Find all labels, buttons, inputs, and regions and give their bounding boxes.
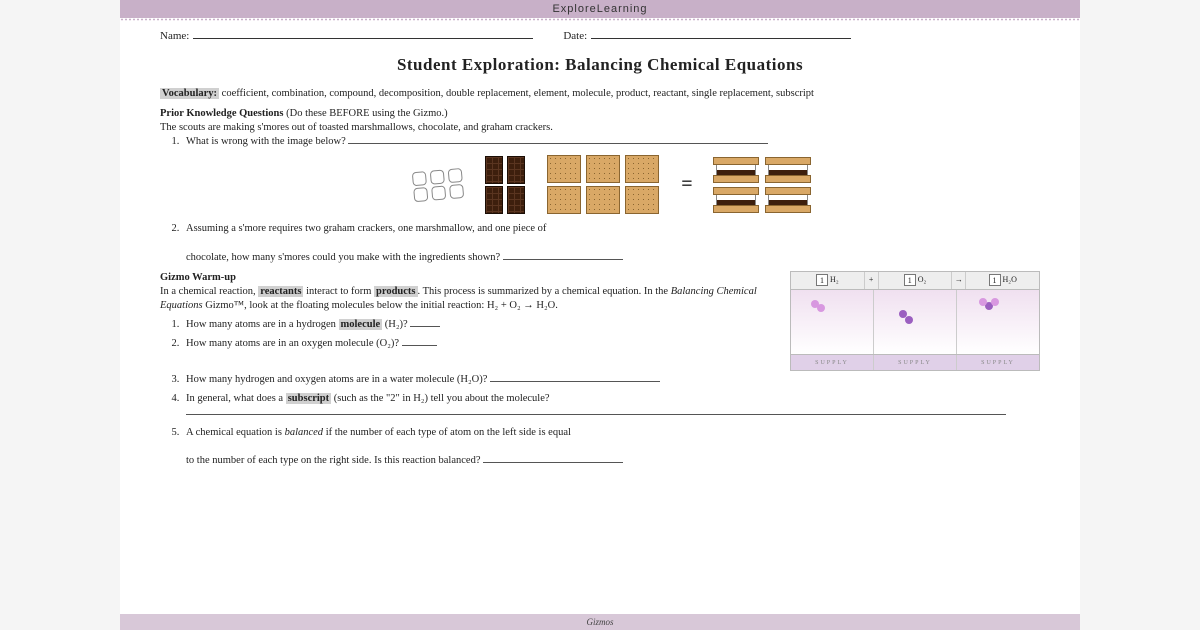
warmup-text: Gizmo Warm-up In a chemical reaction, re… <box>160 271 776 356</box>
content-area: Name: Date: Student Exploration: Balanci… <box>120 21 1080 468</box>
coefficient-input[interactable]: 1 <box>904 274 916 286</box>
gizmo-h2-cell: 1 H₂ <box>791 272 865 289</box>
subscript-term: subscript <box>286 393 331 404</box>
molecule-term: molecule <box>339 319 383 330</box>
warmup-questions: How many atoms are in a hydrogen molecul… <box>160 318 776 351</box>
cracker-icon <box>547 155 581 183</box>
marshmallow-icon <box>431 185 446 200</box>
smore-icon <box>765 157 811 183</box>
cracker-icon <box>586 186 620 214</box>
warmup-heading: Gizmo Warm-up <box>160 271 776 285</box>
smore-icon <box>713 187 759 213</box>
prior-intro: The scouts are making s'mores out of toa… <box>160 122 553 133</box>
o2-jar <box>874 290 957 354</box>
cracker-icon <box>547 186 581 214</box>
prior-q1-text: What is wrong with the image below? <box>186 136 346 147</box>
gizmo-o2-cell: 1 O₂ <box>879 272 953 289</box>
atom-icon <box>979 298 987 306</box>
cracker-icon <box>586 155 620 183</box>
vocab-terms: coefficient, combination, compound, deco… <box>222 88 814 99</box>
prior-knowledge-section: Prior Knowledge Questions (Do these BEFO… <box>160 107 1040 265</box>
chocolate-icon <box>485 186 503 214</box>
smore-icon <box>713 157 759 183</box>
marshmallow-icon <box>412 171 427 186</box>
balanced-term: balanced <box>285 427 324 438</box>
smores-diagram: = <box>186 155 1040 214</box>
arrow-sign: → <box>952 272 966 289</box>
header-bar: ExploreLearning <box>120 0 1080 18</box>
reactants-term: reactants <box>258 286 303 297</box>
prior-q2-line2: chocolate, how many s'mores could you ma… <box>186 252 500 263</box>
h2o-jar <box>957 290 1039 354</box>
warmup-q3-blank[interactable] <box>490 381 660 382</box>
atom-icon <box>905 316 913 324</box>
cracker-group <box>547 155 661 214</box>
marshmallow-icon <box>449 184 464 199</box>
marshmallow-icon <box>413 187 428 202</box>
atom-icon <box>991 298 999 306</box>
supply-label: SUPPLY <box>874 355 957 370</box>
warmup-q1-blank[interactable] <box>410 326 440 327</box>
coefficient-input[interactable]: 1 <box>989 274 1001 286</box>
date-label: Date: <box>563 29 587 44</box>
chocolate-icon <box>485 156 503 184</box>
h2-jar <box>791 290 874 354</box>
warmup-q4-blank[interactable] <box>186 414 1006 415</box>
warmup-section: Gizmo Warm-up In a chemical reaction, re… <box>160 271 1040 371</box>
smore-group <box>713 157 813 213</box>
warmup-q3: How many hydrogen and oxygen atoms are i… <box>182 373 1040 387</box>
plus-sign: + <box>865 272 879 289</box>
vocab-section: Vocabulary: coefficient, combination, co… <box>160 87 1040 101</box>
supply-label: SUPPLY <box>957 355 1039 370</box>
gizmo-equation-row: 1 H₂ + 1 O₂ → 1 H₂O <box>791 272 1039 290</box>
name-date-row: Name: Date: <box>160 29 1040 44</box>
footer-bar: Gizmos <box>120 614 1080 630</box>
gizmo-jars <box>791 290 1039 354</box>
chocolate-icon <box>507 186 525 214</box>
warmup-q5-blank[interactable] <box>483 462 623 463</box>
cracker-icon <box>625 186 659 214</box>
warmup-q4: In general, what does a subscript (such … <box>182 392 1040 420</box>
worksheet-page: ExploreLearning Name: Date: Student Expl… <box>120 0 1080 630</box>
gizmo-screenshot: 1 H₂ + 1 O₂ → 1 H₂O <box>790 271 1040 371</box>
marshmallow-icon <box>448 168 463 183</box>
prior-heading: Prior Knowledge Questions <box>160 108 283 119</box>
footer-brand: Gizmos <box>586 617 613 627</box>
cracker-icon <box>625 155 659 183</box>
prior-questions: What is wrong with the image below? <box>160 135 1040 265</box>
name-blank[interactable] <box>193 38 533 39</box>
chocolate-icon <box>507 156 525 184</box>
warmup-q5: A chemical equation is balanced if the n… <box>182 426 1040 469</box>
date-blank[interactable] <box>591 38 851 39</box>
date-field: Date: <box>563 29 851 44</box>
brand-text: ExploreLearning <box>552 3 647 15</box>
name-label: Name: <box>160 29 189 44</box>
gizmo-h2o-cell: 1 H₂O <box>966 272 1039 289</box>
prior-q2-line1: Assuming a s'more requires two graham cr… <box>186 223 546 234</box>
chocolate-group <box>485 156 527 214</box>
prior-q2: Assuming a s'more requires two graham cr… <box>182 222 1040 265</box>
marshmallow-group <box>412 168 466 202</box>
vocab-label: Vocabulary: <box>160 88 219 99</box>
coefficient-input[interactable]: 1 <box>816 274 828 286</box>
prior-q1: What is wrong with the image below? <box>182 135 1040 214</box>
smore-icon <box>765 187 811 213</box>
warmup-intro: In a chemical reaction, reactants intera… <box>160 285 776 313</box>
prior-q1-blank[interactable] <box>348 143 768 144</box>
warmup-q1: How many atoms are in a hydrogen molecul… <box>182 318 776 332</box>
prior-q2-blank[interactable] <box>503 259 623 260</box>
supply-label: SUPPLY <box>791 355 874 370</box>
page-title: Student Exploration: Balancing Chemical … <box>160 54 1040 77</box>
warmup-questions-cont: How many hydrogen and oxygen atoms are i… <box>160 373 1040 468</box>
marshmallow-icon <box>430 170 445 185</box>
prior-note: (Do these BEFORE using the Gizmo.) <box>286 108 448 119</box>
atom-icon <box>817 304 825 312</box>
products-term: products <box>374 286 417 297</box>
warmup-q2-blank[interactable] <box>402 345 437 346</box>
equals-sign: = <box>681 171 692 198</box>
gizmo-supply-row: SUPPLY SUPPLY SUPPLY <box>791 354 1039 370</box>
name-field: Name: <box>160 29 533 44</box>
warmup-q2: How many atoms are in an oxygen molecule… <box>182 337 776 351</box>
